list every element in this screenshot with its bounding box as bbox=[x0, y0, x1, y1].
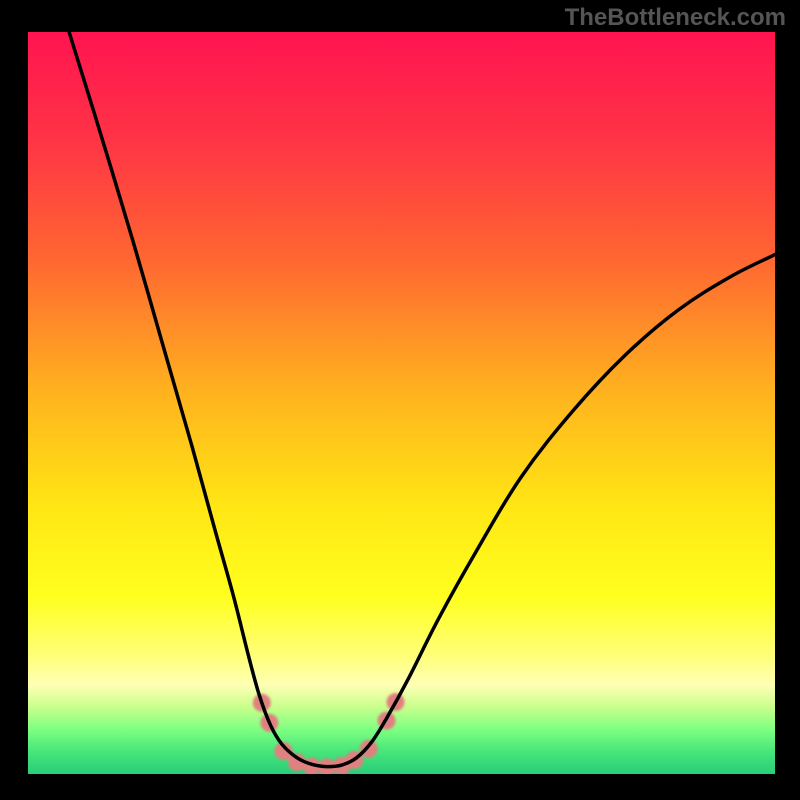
chart-stage: TheBottleneck.com bbox=[0, 0, 800, 800]
gradient-background bbox=[28, 32, 775, 774]
watermark-text: TheBottleneck.com bbox=[565, 4, 786, 32]
